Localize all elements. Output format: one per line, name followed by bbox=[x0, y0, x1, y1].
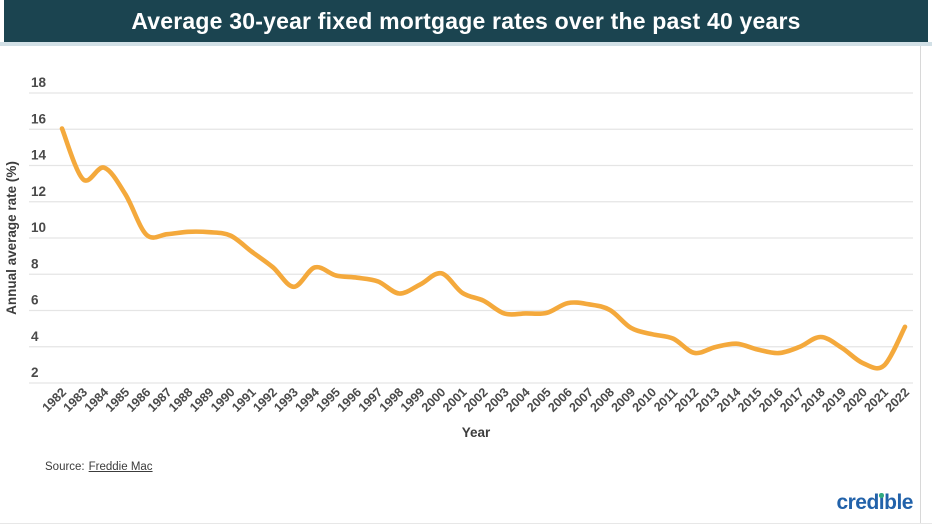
right-edge-divider bbox=[920, 46, 921, 524]
source-note: Source: Freddie Mac bbox=[45, 461, 153, 473]
source-link-freddie-mac[interactable]: Freddie Mac bbox=[88, 461, 153, 473]
y-tick-label: 8 bbox=[31, 256, 39, 271]
y-tick-label: 2 bbox=[31, 365, 39, 380]
banner-bottom-stripe bbox=[0, 42, 932, 46]
brand-i-dot-icon bbox=[879, 493, 885, 498]
y-tick-label: 4 bbox=[31, 329, 39, 344]
x-axis-title: Year bbox=[462, 425, 491, 440]
y-tick-label: 10 bbox=[31, 220, 46, 235]
chart-title: Average 30-year fixed mortgage rates ove… bbox=[131, 7, 801, 34]
credible-logo: credıble bbox=[836, 492, 913, 516]
y-axis-title: Annual average rate (%) bbox=[4, 161, 19, 315]
credible-logo-text: credıble bbox=[836, 491, 913, 514]
y-tick-label: 16 bbox=[31, 111, 47, 126]
source-label: Source: bbox=[45, 461, 85, 473]
mortgage-rate-line bbox=[59, 126, 908, 371]
y-tick-label: 14 bbox=[31, 148, 47, 163]
y-tick-label: 12 bbox=[31, 184, 46, 199]
x-tick-label: 2022 bbox=[883, 385, 913, 415]
y-tick-label: 6 bbox=[31, 293, 39, 308]
y-tick-label: 18 bbox=[31, 75, 47, 90]
chart-title-banner: Average 30-year fixed mortgage rates ove… bbox=[4, 0, 928, 42]
